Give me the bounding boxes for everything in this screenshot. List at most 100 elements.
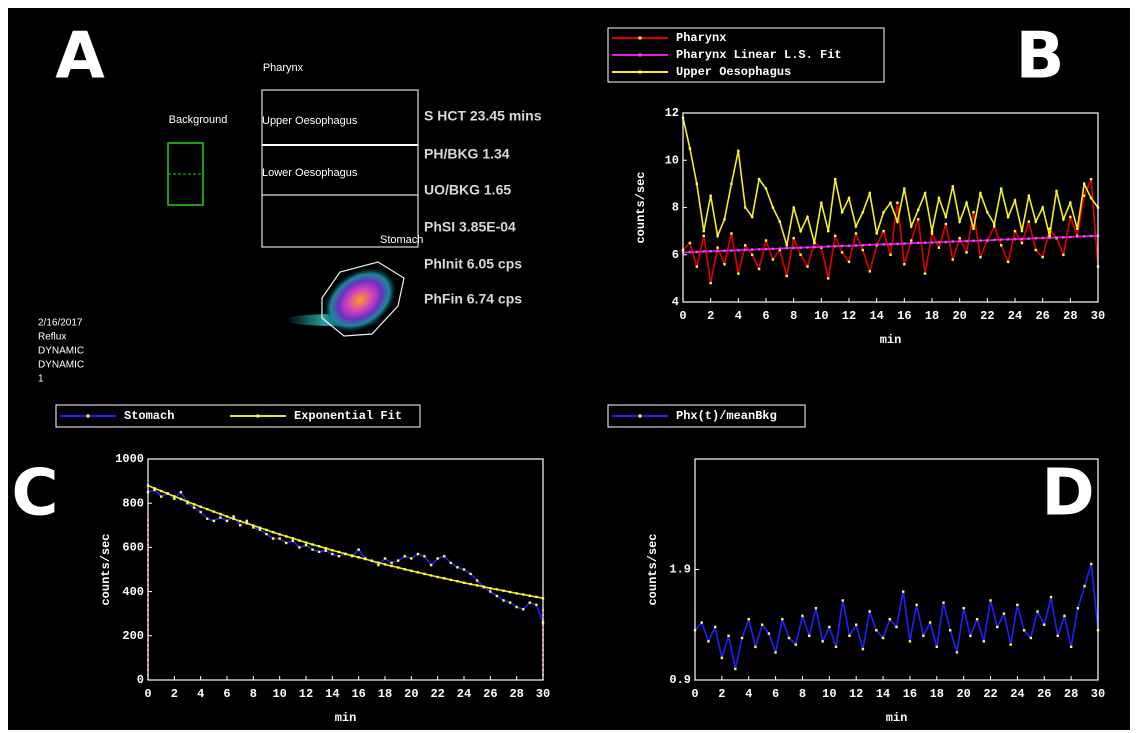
point-marker [522,593,524,595]
point-marker [772,248,774,250]
point-marker [721,657,723,659]
point-marker [751,248,753,250]
point-marker [423,573,425,575]
point-marker [371,560,373,562]
point-marker [813,246,815,248]
point-marker [903,187,905,189]
point-marker [813,242,815,244]
point-marker [180,498,182,500]
point-marker [751,254,753,256]
point-marker [436,557,438,559]
region-label: Upper Oesophagus [262,115,358,127]
point-marker [744,206,746,208]
point-marker [160,495,162,497]
point-marker [292,537,294,539]
point-marker [410,570,412,572]
point-marker [983,640,985,642]
point-marker [786,247,788,249]
point-marker [1016,604,1018,606]
point-marker [1076,235,1078,237]
x-tick-label: 10 [822,687,836,701]
x-tick-label: 20 [952,309,966,323]
point-marker [529,595,531,597]
point-marker [489,587,491,589]
point-marker [938,246,940,248]
point-marker [430,564,432,566]
x-tick-label: 24 [1010,687,1024,701]
point-marker [730,232,732,234]
point-marker [463,582,465,584]
point-marker [351,554,353,556]
point-marker [979,239,981,241]
point-marker [855,232,857,234]
point-marker [882,230,884,232]
point-marker [828,626,830,628]
point-marker [1014,230,1016,232]
point-marker [1041,237,1043,239]
point-marker [806,265,808,267]
point-marker [469,583,471,585]
point-marker [450,579,452,581]
point-marker [896,243,898,245]
x-tick-label: 16 [897,309,911,323]
point-marker [1083,235,1085,237]
legend-label: Pharynx Linear L.S. Fit [676,48,842,62]
x-tick-label: 10 [272,687,286,701]
point-marker [862,211,864,213]
x-tick-label: 12 [849,687,863,701]
point-marker [476,579,478,581]
stat: S HCT 23.45 mins [424,108,542,124]
point-marker [993,223,995,225]
point-marker [827,277,829,279]
point-marker [841,211,843,213]
point-marker [1030,637,1032,639]
point-marker [889,202,891,204]
point-marker [972,240,974,242]
point-marker [272,537,274,539]
info-line: 2/16/2017 [38,318,83,329]
point-marker [801,615,803,617]
point-marker [463,568,465,570]
point-marker [167,492,169,494]
legend-label: Phx(t)/meanBkg [676,409,777,423]
y-tick-label: 1.9 [669,563,691,577]
point-marker [744,249,746,251]
x-tick-label: 18 [378,687,392,701]
point-marker [1048,228,1050,230]
x-tick-label: 8 [250,687,257,701]
y-tick-label: 0.9 [669,673,691,687]
point-marker [909,640,911,642]
point-marker [318,551,320,553]
point-marker [821,640,823,642]
point-marker [848,197,850,199]
x-tick-label: 2 [718,687,725,701]
point-marker [1090,178,1092,180]
x-axis-label: min [335,711,357,725]
point-marker [206,508,208,510]
y-tick-label: 600 [122,541,144,555]
point-marker [924,192,926,194]
point-marker [410,557,412,559]
point-marker [730,249,732,251]
point-marker [986,211,988,213]
point-marker [483,586,485,588]
point-marker [502,590,504,592]
x-tick-label: 6 [223,687,230,701]
point-marker [1090,197,1092,199]
x-tick-label: 10 [814,309,828,323]
y-tick-label: 12 [665,106,679,120]
point-marker [344,553,346,555]
point-marker [834,245,836,247]
point-marker [1063,615,1065,617]
point-marker [696,265,698,267]
point-marker [781,618,783,620]
point-marker [259,527,261,529]
point-marker [213,520,215,522]
point-marker [522,608,524,610]
point-marker [199,511,201,513]
point-marker [265,529,267,531]
point-marker [515,592,517,594]
point-marker [1083,585,1085,587]
point-marker [153,487,155,489]
point-marker [869,270,871,272]
